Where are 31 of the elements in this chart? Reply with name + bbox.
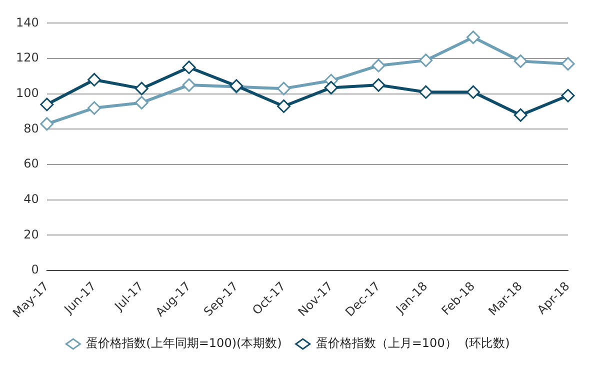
point [372,78,386,92]
y-tick-label: 100 [16,86,39,100]
y-tick-label: 60 [24,156,39,171]
y-tick-label: 20 [24,227,39,242]
y-tick-label: 80 [24,121,39,136]
point [134,82,148,96]
point [561,57,575,71]
y-tick-label: 0 [31,262,39,277]
point [88,101,102,115]
point [419,85,433,99]
legend-label: 蛋价格指数(上年同期=100)(本期数) [86,336,282,350]
point [324,80,338,94]
y-tick-label: 120 [16,50,39,65]
point [182,78,196,92]
point [514,108,528,122]
point [40,117,54,131]
point [372,58,386,72]
point [40,98,54,112]
y-tick-label: 140 [16,15,39,30]
point [561,88,575,102]
y-tick-label: 40 [24,192,39,206]
point [514,54,528,68]
point [419,54,433,68]
point [277,82,291,96]
point [182,60,196,74]
legend-label: 蛋价格指数（上月=100） (环比数) [316,336,510,350]
point [466,85,480,99]
point [277,99,291,113]
point [134,96,148,110]
point [88,72,102,86]
point [466,30,480,44]
